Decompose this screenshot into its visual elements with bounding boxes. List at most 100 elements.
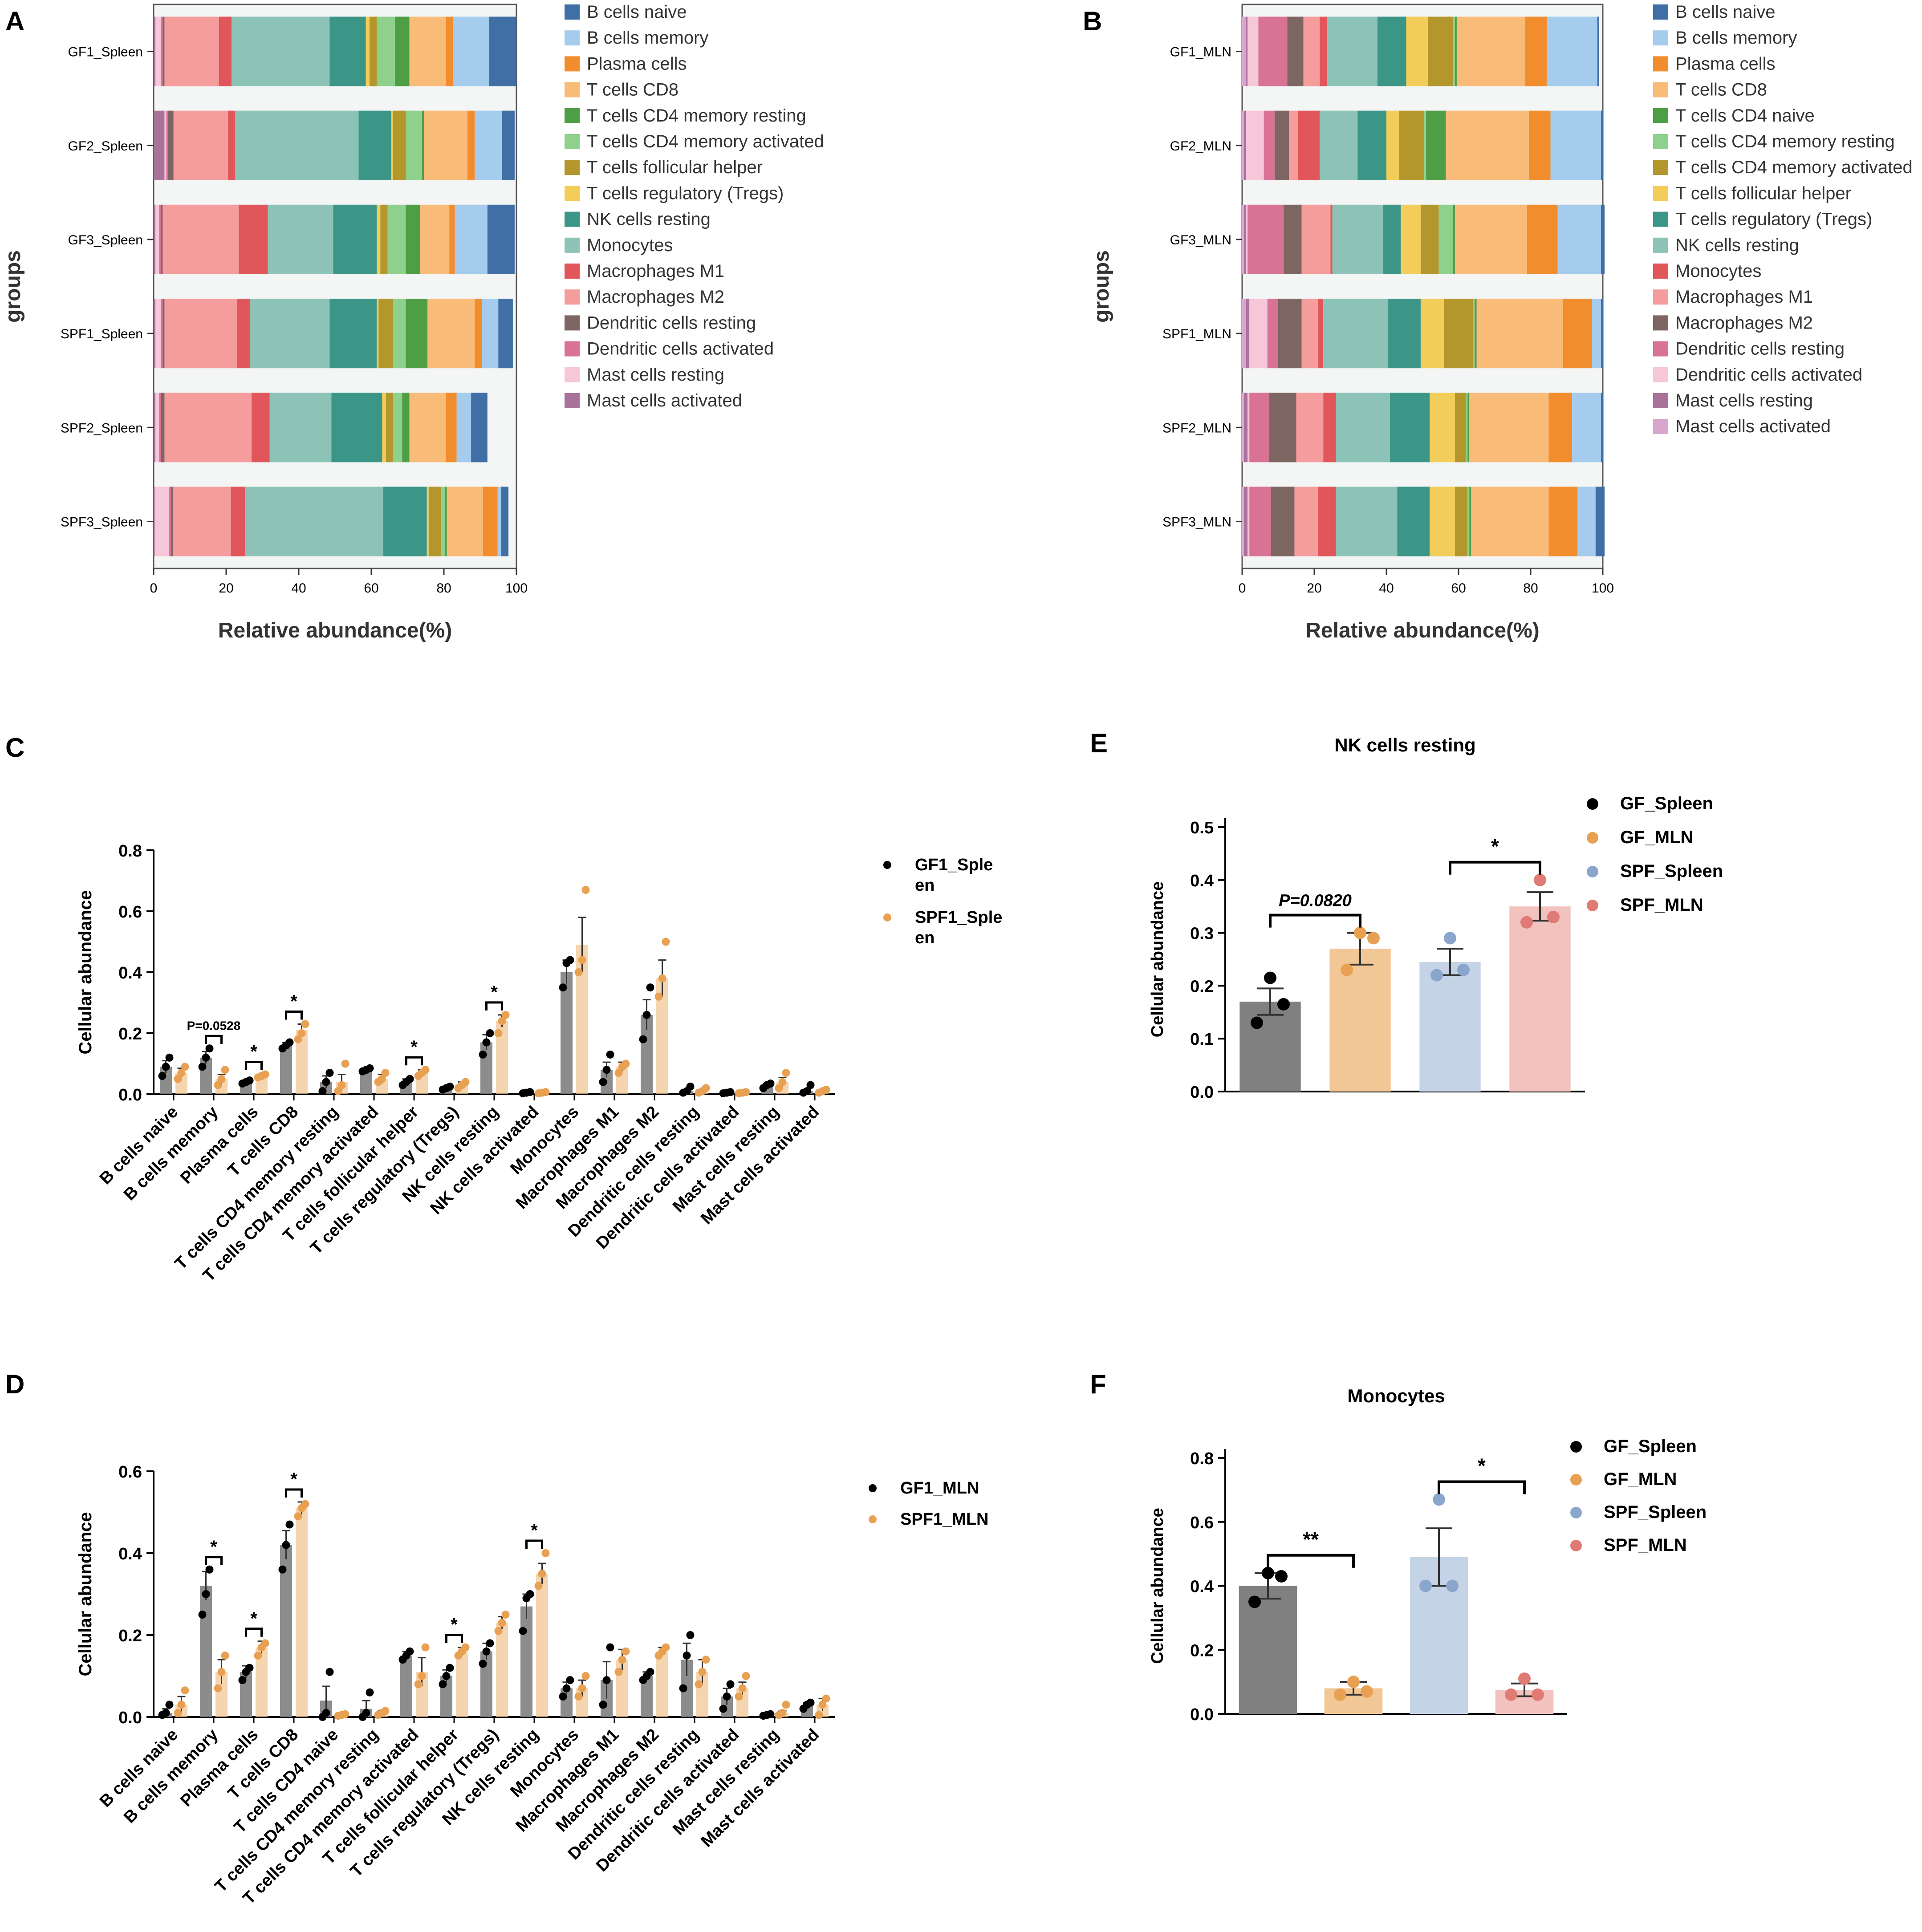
segment-mast-cells-resting: [1244, 393, 1248, 463]
legend-marker-gf-spleen: [1587, 798, 1598, 810]
data-point-spf1-spleen: [301, 1020, 309, 1028]
data-point-spf1-mln: [618, 1656, 626, 1664]
segment-dendritic-cells-activated: [159, 204, 161, 275]
data-point-gf1-spleen: [318, 1087, 327, 1096]
y-axis-label: Cellular abundance: [76, 1512, 95, 1676]
segment-t-cells-cd4-memory-activated: [393, 393, 402, 463]
segment-macrophages-m1: [1301, 298, 1318, 369]
legend-label-gf1-spleen: GF1_Sple: [915, 856, 993, 874]
segment-mast-cells-resting: [1244, 487, 1248, 556]
segment-t-cells-cd8: [1469, 393, 1549, 463]
segment-macrophages-m1: [228, 110, 236, 180]
data-point-spf1-mln: [418, 1672, 426, 1680]
y-tick-label: 0.4: [1190, 1578, 1214, 1596]
data-point-gf1-mln: [606, 1643, 614, 1652]
segment-mast-cells-activated: [1242, 298, 1246, 369]
data-point-spf1-spleen: [581, 886, 590, 894]
segment-dendritic-cells-resting: [171, 487, 173, 556]
legend-label-plasma-cells: Plasma cells: [587, 54, 687, 73]
y-tick-label: 0.1: [1190, 1030, 1214, 1049]
significance-bracket: [205, 1035, 223, 1044]
x-axis-label: Relative abundance(%): [218, 619, 452, 642]
segment-t-cells-cd4-memory-resting: [406, 204, 421, 275]
legend-swatch-t-cells-cd4-memory-resting: [565, 108, 580, 123]
data-point-gf1-mln: [202, 1590, 210, 1598]
panel-f-bar-chart: Monocytes 0.0 0.2 0.4 0.6 0.8 Cellular abundan…: [1148, 1385, 1707, 1724]
legend-marker-gf-mln: [1587, 832, 1598, 844]
legend-label-macrophages-m2: Macrophages M2: [587, 287, 724, 307]
segment-mast-cells-activated: [1242, 16, 1246, 86]
data-point-gf1-mln: [282, 1541, 290, 1549]
data-point-gf1-spleen: [766, 1080, 775, 1088]
data-point-gf1-mln: [165, 1701, 174, 1709]
segment-macrophages-m1: [237, 298, 250, 369]
segment-monocytes: [268, 204, 333, 275]
segment-b-cells-memory: [1592, 298, 1601, 369]
data-point-gf1-mln: [285, 1520, 294, 1529]
segment-t-cells-cd4-memory-resting: [402, 393, 410, 463]
segment-plasma-cells: [446, 16, 453, 86]
segment-nk-cells-resting: [329, 298, 377, 369]
data-point-gf1-mln: [559, 1693, 567, 1701]
legend-label-gf-mln: GF_MLN: [1604, 1469, 1677, 1489]
data-point-spf1-spleen: [822, 1085, 830, 1094]
data-point-spf-spleen: [1457, 963, 1470, 976]
data-point-gf1-mln: [362, 1709, 370, 1717]
data-point-spf1-mln: [261, 1639, 269, 1648]
x-tick-label: 60: [1451, 581, 1466, 596]
data-point-spf1-mln: [221, 1652, 229, 1660]
segment-nk-cells-resting: [1336, 487, 1398, 556]
segment-dendritic-cells-activated: [161, 298, 163, 369]
x-tick-label: 20: [1307, 581, 1321, 596]
bar-gf1-mln: [400, 1656, 412, 1717]
legend-swatch-t-cells-cd4-naive: [1653, 108, 1668, 123]
data-point-spf1-spleen: [297, 1029, 306, 1037]
data-point-gf1-spleen: [245, 1076, 254, 1085]
segment-t-cells-cd8: [409, 393, 446, 463]
data-point-gf1-mln: [719, 1705, 727, 1713]
legend-label-mast-cells-activated: Mast cells activated: [587, 391, 742, 410]
segment-t-cells-cd4-memory-activated: [387, 204, 406, 275]
significance-label: *: [451, 1615, 458, 1635]
segment-macrophages-m1: [1294, 487, 1318, 556]
segment-t-cells-follicular-helper: [380, 204, 388, 275]
y-tick-label: 0.0: [1190, 1083, 1214, 1102]
data-point-spf1-mln: [742, 1672, 750, 1680]
segment-t-cells-regulatory-tregs: [1390, 393, 1430, 463]
segment-t-cells-cd4-memory-resting: [422, 110, 424, 180]
data-point-gf1-mln: [562, 1684, 571, 1693]
data-point-gf-spleen: [1277, 998, 1290, 1011]
legend-label-gf-mln: GF_MLN: [1620, 828, 1693, 847]
legend-swatch-t-cells-follicular-helper: [1653, 186, 1668, 201]
legend-label-spf-mln: SPF_MLN: [1604, 1535, 1687, 1555]
y-axis-label: Cellular abundance: [76, 890, 95, 1055]
segment-monocytes: [1318, 298, 1324, 369]
y-tick-label: 0.6: [118, 903, 142, 921]
segment-t-cells-follicular-helper: [1430, 393, 1455, 463]
segment-t-cells-cd8: [1476, 298, 1563, 369]
segment-t-cells-cd4-memory-activated: [1420, 204, 1439, 275]
legend-label-spf-spleen: SPF_Spleen: [1620, 861, 1723, 881]
y-tick-label: 0.8: [1190, 1449, 1214, 1468]
significance-bracket: [405, 1056, 423, 1066]
bar-spf1-mln: [536, 1574, 548, 1717]
y-tick-label: SPF1_MLN: [1162, 327, 1231, 341]
data-point-spf1-spleen: [494, 1029, 503, 1037]
segment-t-cells-cd4-memory-resting: [1424, 110, 1426, 180]
segment-t-cells-regulatory-tregs: [366, 16, 370, 86]
significance-label: *: [1478, 1454, 1486, 1477]
data-point-spf1-mln: [541, 1549, 550, 1557]
segment-dendritic-cells-activated: [166, 110, 168, 180]
segment-nk-cells-resting: [1332, 204, 1383, 275]
segment-mast-cells-activated: [154, 298, 156, 369]
legend-label-b-cells-memory: B cells memory: [1675, 28, 1797, 48]
data-point-gf1-mln: [519, 1627, 527, 1635]
data-point-spf1-spleen: [261, 1070, 269, 1079]
segment-t-cells-cd4-memory-resting: [445, 487, 447, 556]
x-tick-label: 20: [219, 581, 233, 596]
segment-macrophages-m2: [1271, 487, 1295, 556]
y-tick-label: 0.4: [118, 964, 142, 982]
legend-label-gf-spleen: GF_Spleen: [1620, 794, 1713, 813]
segment-nk-cells-resting: [358, 110, 391, 180]
